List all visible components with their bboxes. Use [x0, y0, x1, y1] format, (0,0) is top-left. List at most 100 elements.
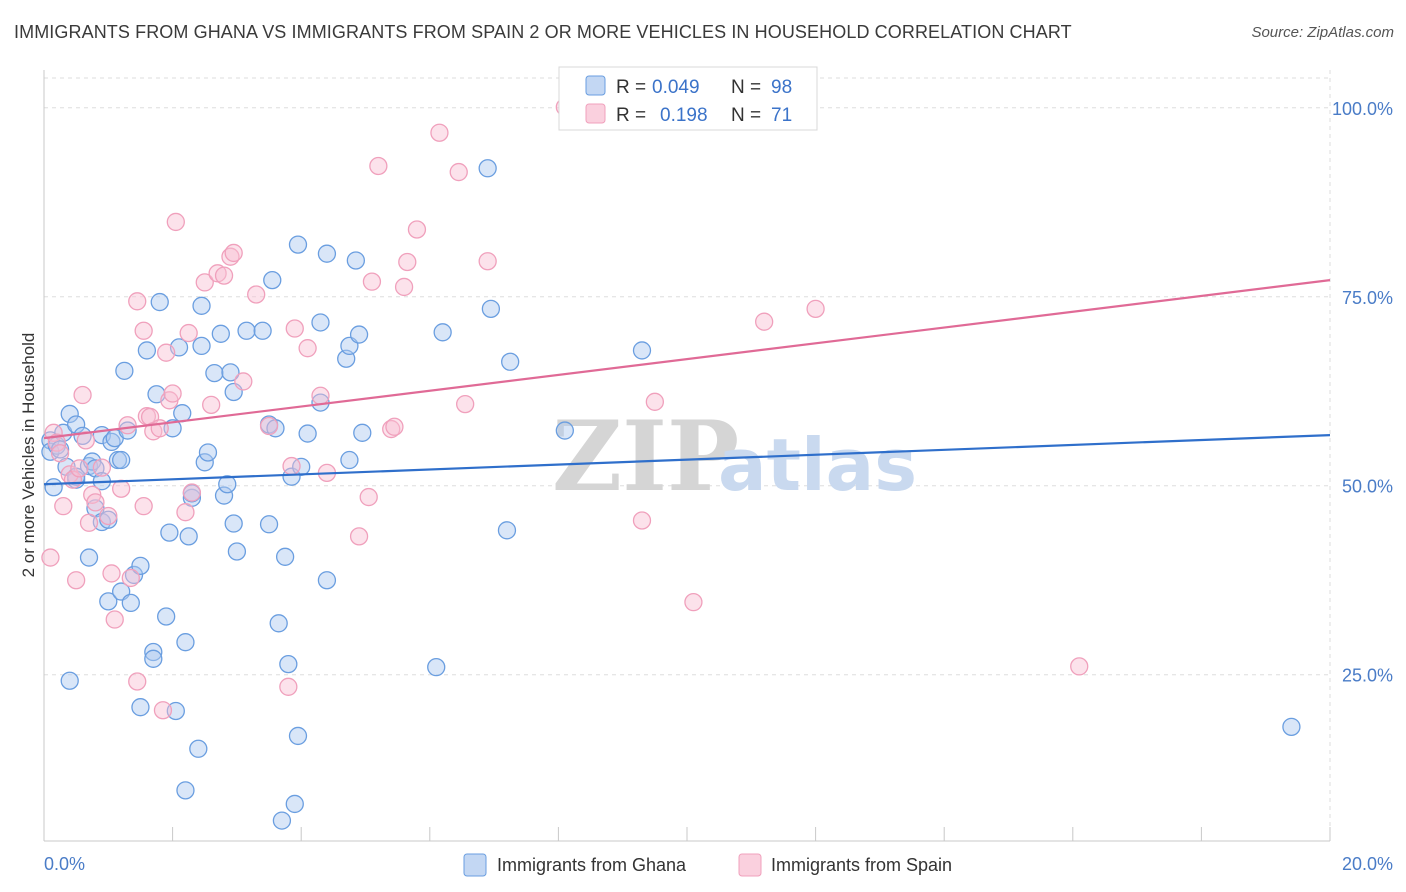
spain-point-54	[362, 272, 382, 291]
ghana-point-58	[218, 475, 237, 494]
ghana-point-38	[150, 292, 169, 312]
ghana-point-44	[173, 404, 192, 423]
x-tick-label-1: 20.0%	[1342, 854, 1393, 874]
ghana-point-51	[192, 296, 211, 315]
source-label: Source: ZipAtlas.com	[1251, 24, 1394, 41]
y-tick-label-3: 100.0%	[1332, 99, 1393, 119]
ghana-point-36	[144, 649, 163, 668]
ghana-point-33	[131, 556, 150, 576]
ghana-point-93	[497, 521, 517, 540]
ghana-point-35	[144, 642, 163, 662]
ghana-point-46	[176, 781, 195, 800]
ghana-point-73	[282, 467, 301, 486]
spain-point-21	[128, 672, 147, 691]
spain-point-18	[112, 479, 131, 498]
ghana-point-85	[340, 450, 359, 470]
ghana-point-94	[501, 352, 520, 371]
spain-point-32	[163, 384, 182, 403]
ghana-point-55	[205, 363, 224, 383]
spain-point-30	[157, 343, 176, 362]
spain-point-0	[41, 548, 60, 567]
spain-point-29	[153, 701, 173, 720]
spain-point-45	[259, 416, 279, 436]
ghana-point-72	[279, 654, 298, 674]
spain-point-16	[102, 564, 121, 583]
y-tick-label-0: 25.0%	[1342, 666, 1393, 686]
ghana-point-32	[131, 698, 150, 717]
ghana-point-96	[632, 341, 652, 360]
watermark: ZIP atlas	[552, 400, 917, 513]
series-ghana-points	[41, 159, 1301, 830]
ghana-point-47	[179, 527, 198, 546]
ghana-point-22	[99, 592, 118, 611]
spain-point-22	[128, 292, 147, 311]
bottom-legend-label-spain: Immigrants from Spain	[771, 855, 952, 875]
spain-point-38	[202, 395, 221, 415]
spain-point-49	[298, 339, 317, 358]
x-tick-labels: 0.0% 20.0%	[44, 854, 1393, 874]
trend-line-spain	[43, 279, 1331, 440]
y-tick-labels: 25.0% 50.0% 75.0% 100.0%	[1332, 99, 1393, 686]
legend-swatch-ghana	[585, 75, 606, 96]
spain-point-69	[755, 312, 774, 331]
spain-point-40	[214, 266, 234, 285]
ghana-point-27	[112, 450, 131, 470]
ghana-point-59	[221, 363, 240, 382]
spain-point-44	[247, 285, 266, 304]
ghana-point-61	[224, 514, 243, 533]
x-tick-label-0: 0.0%	[44, 854, 85, 874]
ghana-point-75	[288, 726, 308, 746]
ghana-point-8	[60, 671, 79, 690]
ghana-point-56	[211, 324, 230, 343]
ghana-point-34	[137, 341, 157, 360]
spain-point-46	[279, 677, 298, 696]
spain-point-59	[398, 252, 417, 272]
spain-point-35	[179, 323, 198, 343]
trend-lines	[43, 279, 1331, 486]
ghana-point-67	[263, 270, 282, 290]
spain-point-48	[285, 319, 304, 338]
spain-point-11	[79, 513, 99, 532]
watermark-atlas: atlas	[718, 423, 917, 507]
spain-point-24	[134, 496, 153, 516]
spain-point-58	[394, 277, 414, 297]
spain-point-47	[282, 456, 301, 476]
legend: R = 0.049 N = 98 R = 0.198 N = 71	[558, 66, 818, 131]
ghana-point-30	[121, 593, 140, 613]
y-tick-label-2: 75.0%	[1342, 288, 1393, 308]
spain-point-17	[105, 610, 124, 629]
spain-point-13	[86, 493, 105, 512]
ghana-point-63	[237, 321, 256, 340]
ghana-point-87	[349, 325, 369, 344]
ghana-point-52	[192, 336, 211, 356]
y-axis-label: 2 or more Vehicles in Household	[19, 333, 38, 578]
spain-point-60	[407, 220, 427, 239]
ghana-point-53	[195, 453, 214, 472]
spain-point-71	[1070, 657, 1089, 676]
ghana-point-95	[555, 421, 574, 440]
ghana-point-88	[353, 423, 372, 442]
series-spain-points	[41, 97, 1089, 720]
ghana-point-71	[275, 547, 295, 566]
ghana-point-90	[433, 323, 452, 342]
ghana-point-50	[189, 739, 208, 758]
spain-point-63	[456, 394, 475, 414]
spain-point-7	[67, 571, 86, 590]
spain-point-68	[684, 592, 703, 612]
spain-point-56	[382, 419, 401, 439]
ghana-point-82	[317, 571, 337, 590]
bottom-legend-swatch-ghana	[463, 853, 487, 877]
spain-point-67	[645, 392, 664, 411]
ghana-point-45	[176, 633, 195, 652]
ghana-point-57	[214, 486, 234, 505]
spain-point-20	[121, 568, 140, 588]
spain-point-8	[70, 459, 89, 478]
ghana-point-76	[288, 235, 308, 254]
axes	[43, 70, 1331, 842]
spain-point-9	[73, 385, 92, 405]
legend-swatch-spain	[585, 103, 606, 124]
ghana-point-92	[481, 299, 501, 319]
ghana-point-7	[60, 404, 79, 424]
legend-r-label-spain: R =	[616, 105, 646, 126]
